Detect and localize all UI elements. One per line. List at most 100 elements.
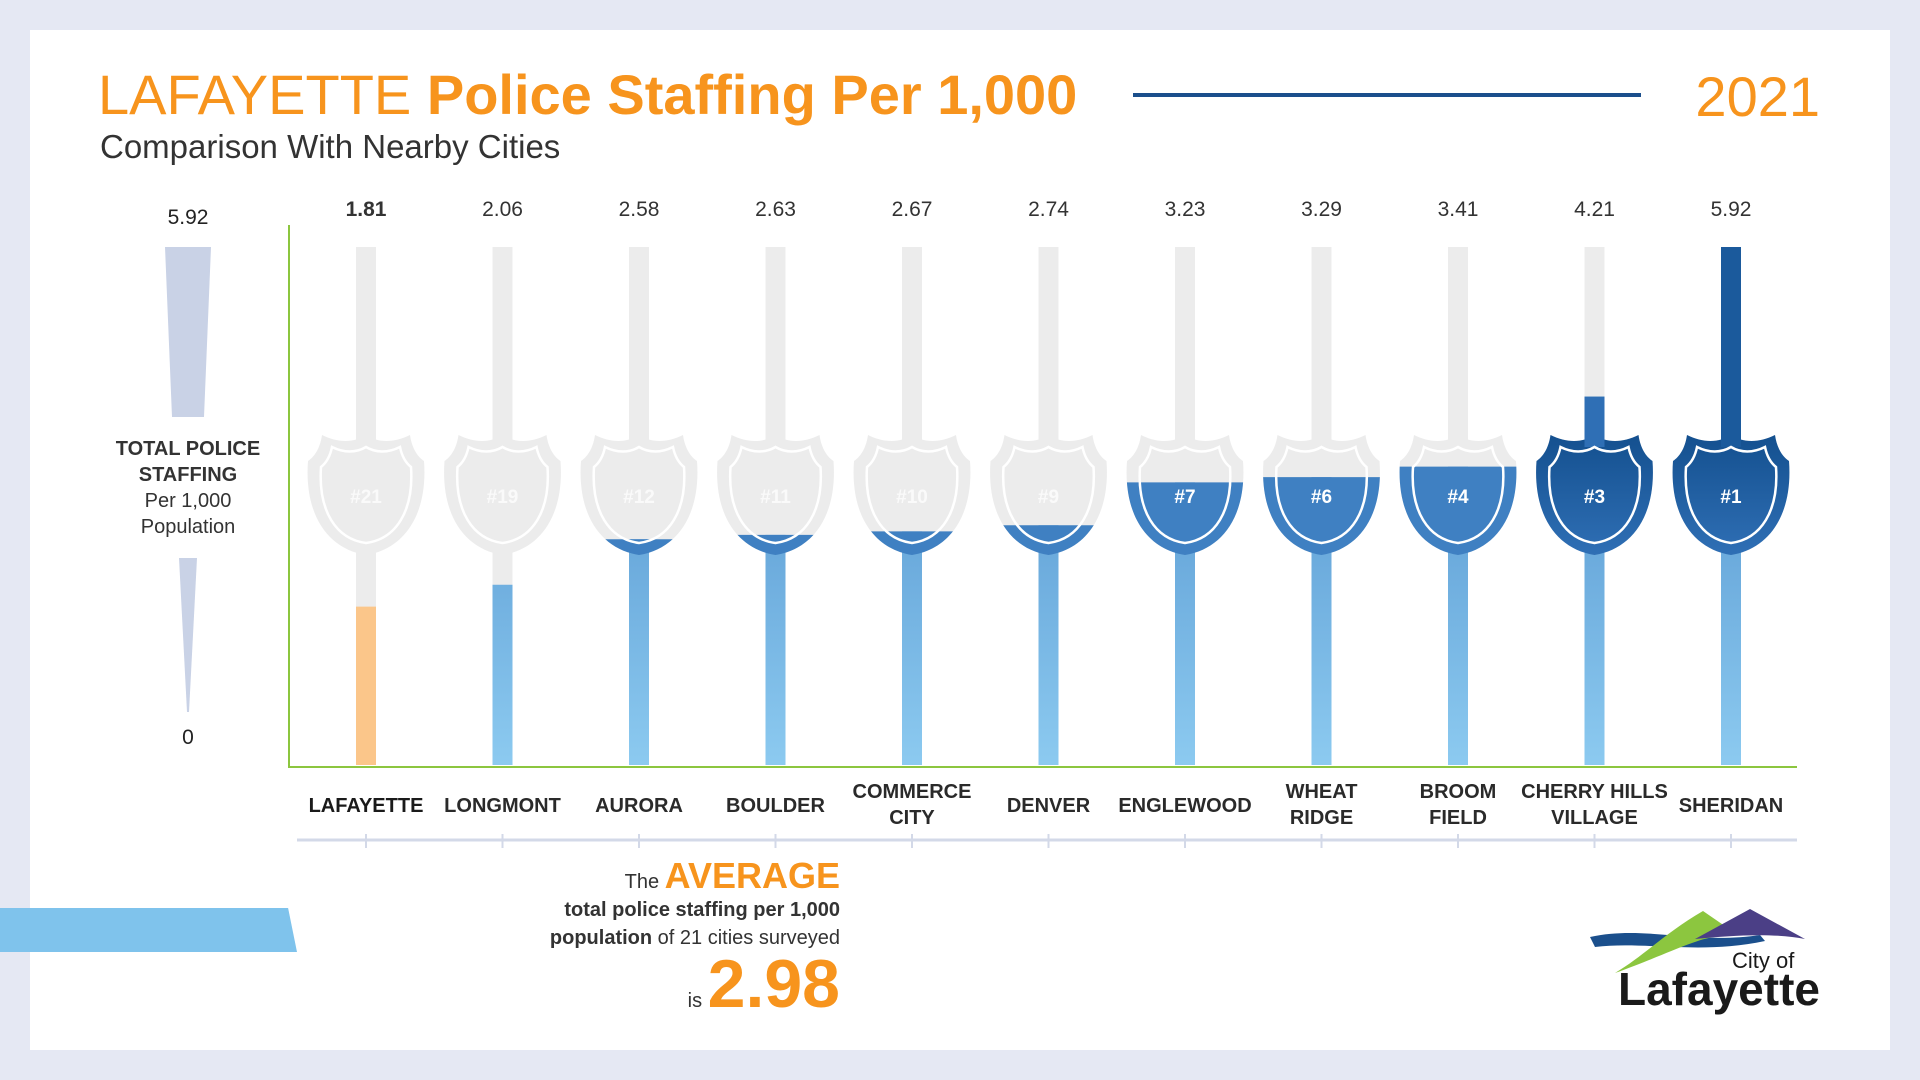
bar-group: #21 1.81 LAFAYETTE xyxy=(307,198,425,848)
rank-shield-base xyxy=(307,435,425,555)
value-label: 2.06 xyxy=(482,198,523,221)
bar-fill xyxy=(1672,247,1790,765)
category-label: DENVER xyxy=(1007,795,1091,817)
category-label-line: FIELD xyxy=(1429,807,1487,829)
rank-label: #9 xyxy=(1038,487,1059,508)
title-main: Police Staffing Per 1,000 xyxy=(426,63,1078,126)
category-label-line: SHERIDAN xyxy=(1679,795,1783,817)
scale-bottom-value: 0 xyxy=(182,726,194,749)
bar-fill xyxy=(1263,477,1380,765)
category-label: BROOM FIELD xyxy=(1420,781,1497,829)
scale-label: TOTAL POLICE STAFFING Per 1,000 Populati… xyxy=(98,436,278,540)
category-label: BOULDER xyxy=(726,795,825,817)
value-label: 2.67 xyxy=(892,198,933,221)
value-label: 2.74 xyxy=(1028,198,1069,221)
rank-shield-outline xyxy=(865,445,959,545)
page-title: LAFAYETTE Police Staffing Per 1,000 xyxy=(98,62,1077,128)
average-line2-bold: population xyxy=(549,927,653,949)
rank-shield-outline xyxy=(1274,445,1369,545)
logo-name: Lafayette xyxy=(1618,963,1820,1015)
category-label: WHEAT RIDGE xyxy=(1286,781,1358,829)
city-logo xyxy=(1590,909,1805,973)
title-city: LAFAYETTE xyxy=(98,63,412,126)
rank-shield-outline xyxy=(1138,445,1232,545)
logo-city-of: City of xyxy=(1732,948,1795,973)
rank-shield-fill xyxy=(1536,435,1653,555)
rank-label: #10 xyxy=(896,487,928,508)
category-label-line: CITY xyxy=(889,807,935,829)
bar-fill xyxy=(492,584,513,765)
bar-group: #4 3.41 BROOM FIELD xyxy=(1399,198,1517,848)
rank-shield-base xyxy=(717,435,834,555)
value-label: 3.29 xyxy=(1301,198,1342,221)
rank-label: #3 xyxy=(1584,487,1605,508)
category-label: LONGMONT xyxy=(444,795,561,817)
rank-label: #12 xyxy=(623,487,655,508)
bar-value xyxy=(902,531,922,765)
scale-top-value: 5.92 xyxy=(167,206,209,229)
subtitle: Comparison With Nearby Cities xyxy=(100,128,561,165)
category-label-line: VILLAGE xyxy=(1551,807,1638,829)
average-word: AVERAGE xyxy=(664,855,840,896)
rank-shield-fill xyxy=(1672,435,1790,555)
scale-wedge-top xyxy=(165,247,211,417)
title-rule xyxy=(1133,93,1641,97)
scale-label-bold: TOTAL POLICE STAFFING xyxy=(115,438,261,486)
average-line1: total police staffing per 1,000 xyxy=(564,899,840,921)
rank-shield-outline xyxy=(1001,445,1096,545)
bar-fill xyxy=(356,606,376,765)
bar-value-top xyxy=(1584,396,1605,447)
bars-layer: #21 1.81 LAFAYETTE #19 2.06 LONGMONT #12 2.58 AU… xyxy=(307,198,1790,848)
logo-swoosh-green xyxy=(1615,911,1735,973)
bar-fill xyxy=(1127,482,1243,765)
average-line2-rest: of 21 cities surveyed xyxy=(657,927,840,949)
category-label-line: WHEAT xyxy=(1286,781,1358,803)
bar-value xyxy=(1038,525,1059,765)
bar-group: #6 3.29 WHEAT RIDGE xyxy=(1263,198,1380,848)
rank-label: #19 xyxy=(487,487,519,508)
category-label: ENGLEWOOD xyxy=(1118,795,1251,817)
bar-value xyxy=(765,534,786,765)
rank-label: #1 xyxy=(1720,487,1742,508)
rank-shield-outline xyxy=(1684,445,1778,545)
bar-value xyxy=(629,539,649,765)
rank-shield-fill xyxy=(605,539,673,555)
rank-shield-outline xyxy=(1547,445,1642,545)
rank-shield-fill xyxy=(737,534,814,555)
category-label-line: BROOM xyxy=(1420,781,1497,803)
rank-shield-outline xyxy=(455,445,550,545)
rank-label: #4 xyxy=(1447,487,1469,508)
average-value-row: is 2.98 xyxy=(500,950,840,1018)
rank-shield-outline xyxy=(319,445,413,545)
bar-fill xyxy=(605,539,673,765)
category-label-line: RIDGE xyxy=(1290,807,1353,829)
rank-shield-base xyxy=(580,435,698,555)
category-label-line: COMMERCE xyxy=(853,781,972,803)
category-label: COMMERCE CITY xyxy=(853,781,972,829)
average-heading: The AVERAGE xyxy=(500,858,840,896)
value-label: 1.81 xyxy=(346,198,387,221)
bar-group: #10 2.67 COMMERCE CITY xyxy=(853,198,972,848)
category-label: SHERIDAN xyxy=(1679,795,1783,817)
average-value: 2.98 xyxy=(707,946,840,1022)
category-label-line: DENVER xyxy=(1007,795,1091,817)
logo-swoosh-purple xyxy=(1695,909,1805,939)
rank-shield-base xyxy=(990,435,1107,555)
scale-label-regular: Per 1,000 Population xyxy=(140,490,236,538)
value-label: 4.21 xyxy=(1574,198,1615,221)
left-accent-stripe xyxy=(0,908,297,952)
rank-label: #7 xyxy=(1174,487,1195,508)
bar-value xyxy=(492,584,513,765)
bar-fill xyxy=(1536,396,1653,765)
category-label-line: LONGMONT xyxy=(444,795,561,817)
average-line2: population of 21 cities surveyed xyxy=(500,924,840,952)
rank-label: #6 xyxy=(1311,487,1332,508)
bar-group: #3 4.21 CHERRY HILLS VILLAGE xyxy=(1521,198,1668,848)
category-label: AURORA xyxy=(595,795,683,817)
bar-group: #11 2.63 BOULDER xyxy=(717,198,834,848)
rank-shield-outline xyxy=(1411,445,1505,545)
title-year: 2021 xyxy=(1695,65,1820,128)
bar-group: #12 2.58 AURORA xyxy=(580,198,698,848)
scale-wedge-bottom xyxy=(179,558,197,712)
